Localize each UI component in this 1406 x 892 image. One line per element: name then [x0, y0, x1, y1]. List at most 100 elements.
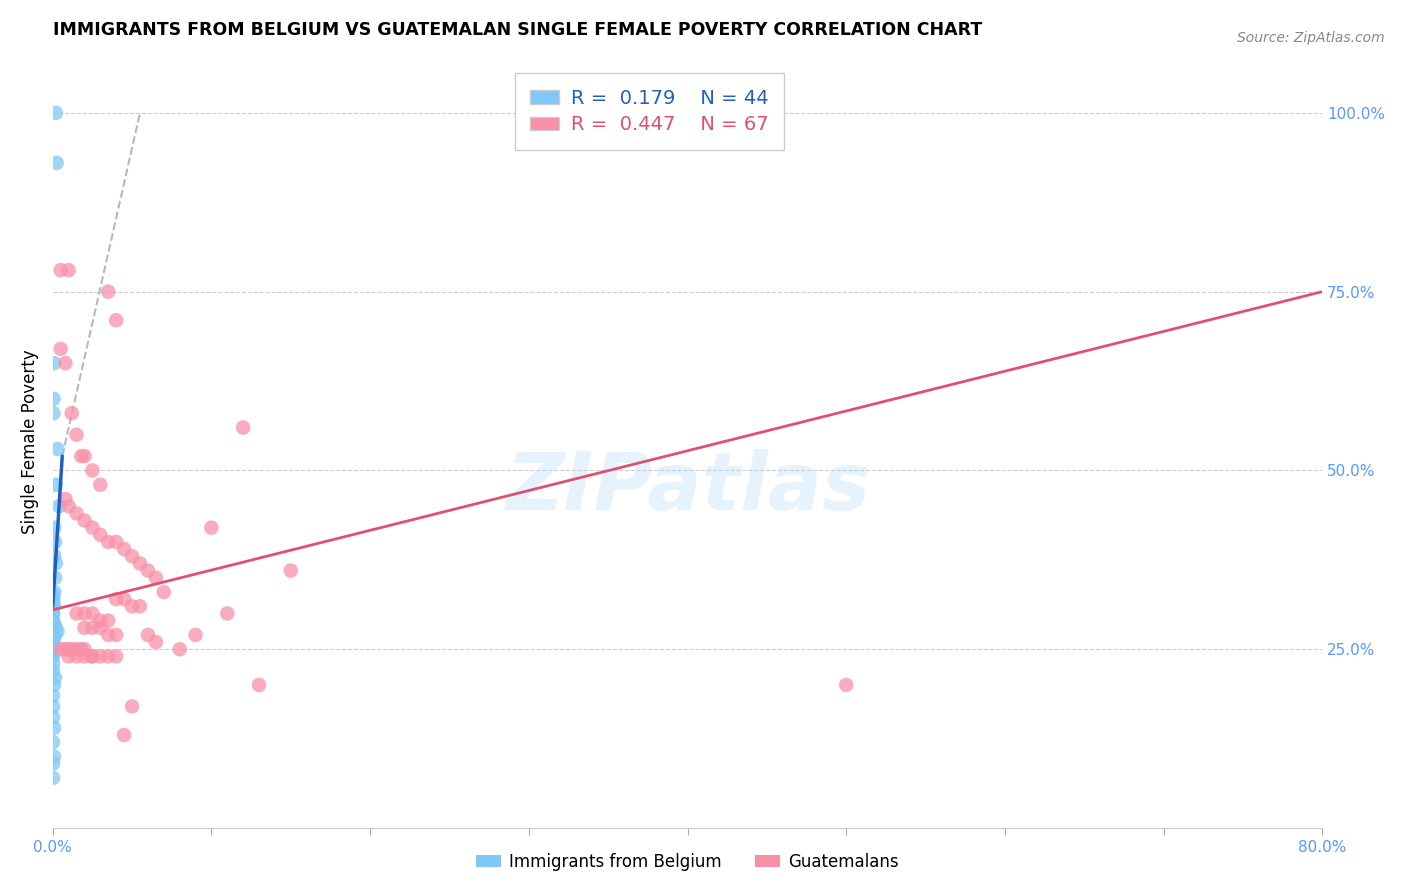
Point: [73, 514, 96, 528]
Point: [46, 624, 69, 639]
Point: [97, 649, 120, 664]
Point: [82, 649, 104, 664]
Point: [97, 614, 120, 628]
Point: [42, 664, 65, 678]
Point: [217, 607, 239, 621]
Point: [232, 420, 254, 434]
Point: [42, 639, 65, 653]
Point: [44, 671, 66, 685]
Point: [65, 642, 87, 657]
Point: [42, 406, 65, 420]
Point: [42, 596, 65, 610]
Point: [82, 649, 104, 664]
Point: [49, 263, 72, 277]
Point: [44, 521, 66, 535]
Point: [42, 614, 65, 628]
Point: [200, 521, 222, 535]
Point: [65, 607, 87, 621]
Point: [82, 521, 104, 535]
Point: [46, 442, 69, 456]
Point: [42, 657, 65, 671]
Point: [105, 649, 128, 664]
Point: [105, 535, 128, 549]
Point: [145, 571, 167, 585]
Point: [145, 635, 167, 649]
Point: [105, 592, 128, 607]
Point: [169, 642, 191, 657]
Point: [49, 342, 72, 356]
Point: [97, 535, 120, 549]
Point: [89, 614, 111, 628]
Point: [44, 535, 66, 549]
Point: [112, 542, 135, 557]
Point: [73, 649, 96, 664]
Point: [65, 649, 87, 664]
Point: [70, 449, 93, 463]
Point: [58, 499, 80, 513]
Point: [42, 771, 65, 785]
Point: [97, 285, 120, 299]
Point: [42, 678, 65, 692]
Point: [153, 585, 176, 599]
Point: [42, 592, 65, 607]
Point: [42, 749, 65, 764]
Point: [82, 607, 104, 621]
Point: [42, 721, 65, 735]
Point: [136, 564, 159, 578]
Point: [55, 356, 77, 370]
Point: [42, 689, 65, 703]
Point: [42, 735, 65, 749]
Point: [70, 642, 93, 657]
Point: [129, 599, 152, 614]
Point: [121, 699, 143, 714]
Point: [105, 313, 128, 327]
Point: [42, 589, 65, 603]
Point: [55, 491, 77, 506]
Point: [42, 617, 65, 632]
Point: [835, 678, 858, 692]
Point: [42, 392, 65, 406]
Point: [247, 678, 270, 692]
Point: [73, 642, 96, 657]
Text: ZIPatlas: ZIPatlas: [505, 450, 870, 527]
Point: [45, 477, 67, 491]
Y-axis label: Single Female Poverty: Single Female Poverty: [21, 350, 39, 534]
Point: [121, 549, 143, 564]
Point: [42, 599, 65, 614]
Point: [60, 642, 83, 657]
Legend: Immigrants from Belgium, Guatemalans: Immigrants from Belgium, Guatemalans: [470, 847, 905, 878]
Point: [42, 642, 65, 657]
Point: [44, 571, 66, 585]
Point: [65, 506, 87, 520]
Point: [129, 557, 152, 571]
Point: [42, 607, 65, 621]
Point: [58, 649, 80, 664]
Point: [58, 642, 80, 657]
Point: [73, 449, 96, 463]
Point: [42, 607, 65, 621]
Point: [42, 614, 65, 628]
Point: [89, 621, 111, 635]
Point: [42, 699, 65, 714]
Point: [45, 557, 67, 571]
Text: IMMIGRANTS FROM BELGIUM VS GUATEMALAN SINGLE FEMALE POVERTY CORRELATION CHART: IMMIGRANTS FROM BELGIUM VS GUATEMALAN SI…: [52, 21, 981, 39]
Point: [49, 642, 72, 657]
Point: [89, 649, 111, 664]
Point: [58, 263, 80, 277]
Point: [82, 463, 104, 477]
Point: [105, 628, 128, 642]
Point: [45, 106, 67, 120]
Point: [42, 710, 65, 724]
Point: [73, 621, 96, 635]
Point: [42, 646, 65, 660]
Point: [45, 621, 67, 635]
Point: [82, 621, 104, 635]
Text: Source: ZipAtlas.com: Source: ZipAtlas.com: [1237, 31, 1385, 45]
Point: [44, 356, 66, 370]
Point: [184, 628, 207, 642]
Point: [112, 728, 135, 742]
Point: [44, 549, 66, 564]
Point: [45, 156, 67, 170]
Point: [89, 528, 111, 542]
Point: [44, 585, 66, 599]
